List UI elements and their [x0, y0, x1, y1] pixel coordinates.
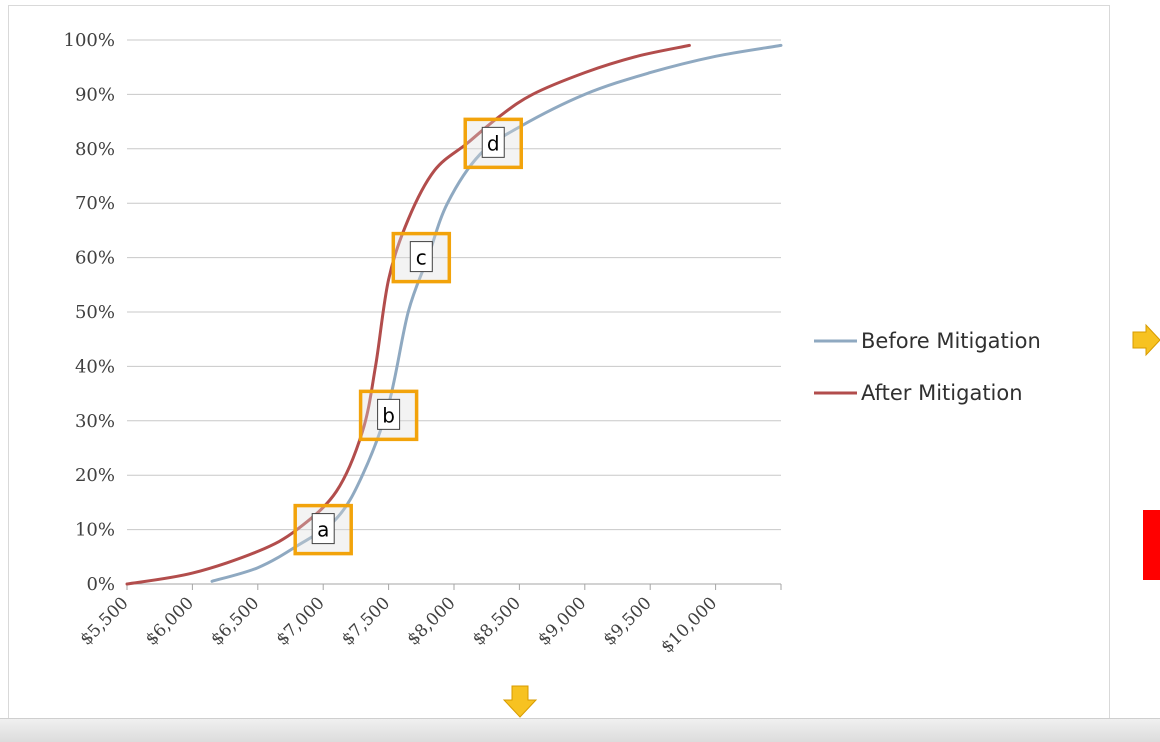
annotation-label: a — [317, 518, 329, 542]
x-tick-label: $6,000 — [142, 593, 198, 649]
x-tick-label: $8,500 — [469, 593, 525, 649]
y-tick-label: 80% — [75, 139, 115, 160]
series-line-after-mitigation — [125, 43, 691, 586]
y-tick-label: 40% — [75, 356, 115, 377]
annotation-b: b — [358, 389, 419, 442]
y-tick-label: 10% — [75, 520, 115, 541]
legend-entry-before-mitigation: Before Mitigation — [814, 329, 1041, 353]
line-chart: 0%10%20%30%40%50%60%70%80%90%100%$5,500 $… — [64, 30, 1041, 657]
y-tick-label: 60% — [75, 248, 115, 269]
chart-frame: 0% 10% 20% 30% 40% 50% 60% 70% 80% 90% 100% $5,500 $… — [8, 5, 1110, 719]
arrow-right-icon — [1132, 323, 1160, 357]
y-tick-label: 20% — [75, 465, 115, 486]
series-lines — [125, 43, 783, 586]
annotation-boxes: a b c d — [293, 117, 523, 556]
y-tick-label: 90% — [75, 84, 115, 105]
annotation-label: c — [416, 246, 427, 270]
x-tick-label: $7,500 — [338, 593, 394, 649]
legend-label: After Mitigation — [861, 381, 1023, 405]
y-tick-label: 50% — [75, 302, 115, 323]
annotation-label-box — [409, 241, 433, 273]
red-block-edge — [1143, 510, 1160, 580]
x-tick-label: $7,000 — [273, 593, 329, 649]
bottom-scroll-bar — [0, 718, 1160, 742]
legend-label: Before Mitigation — [861, 329, 1041, 353]
annotation-label-box — [377, 398, 401, 430]
axes: 0%10%20%30%40%50%60%70%80%90%100%$5,500 $… — [64, 30, 782, 657]
annotation-label-box — [311, 513, 335, 545]
annotation-label-box — [481, 126, 505, 158]
y-tick-label: 70% — [75, 193, 115, 214]
x-tick-label: $5,500 — [76, 593, 132, 649]
x-tick-label: $6,500 — [207, 593, 263, 649]
legend: Before Mitigation After Mitigation — [814, 329, 1041, 405]
x-tick-label: $9,000 — [534, 593, 590, 649]
y-tick-label: 30% — [75, 411, 115, 432]
x-tick-label: $8,000 — [403, 593, 459, 649]
annotation-a: a — [293, 503, 353, 556]
annotation-label: d — [487, 131, 500, 155]
gridlines — [127, 39, 781, 585]
x-tick-label: $9,500 — [600, 593, 656, 649]
annotation-label: b — [382, 403, 395, 427]
annotation-c: c — [391, 231, 452, 284]
y-tick-label: 0% — [86, 574, 115, 595]
annotation-d: d — [463, 117, 523, 170]
x-tick-label: $10,000 — [657, 593, 721, 657]
y-tick-label: 100% — [64, 30, 115, 51]
legend-entry-after-mitigation: After Mitigation — [814, 381, 1023, 405]
